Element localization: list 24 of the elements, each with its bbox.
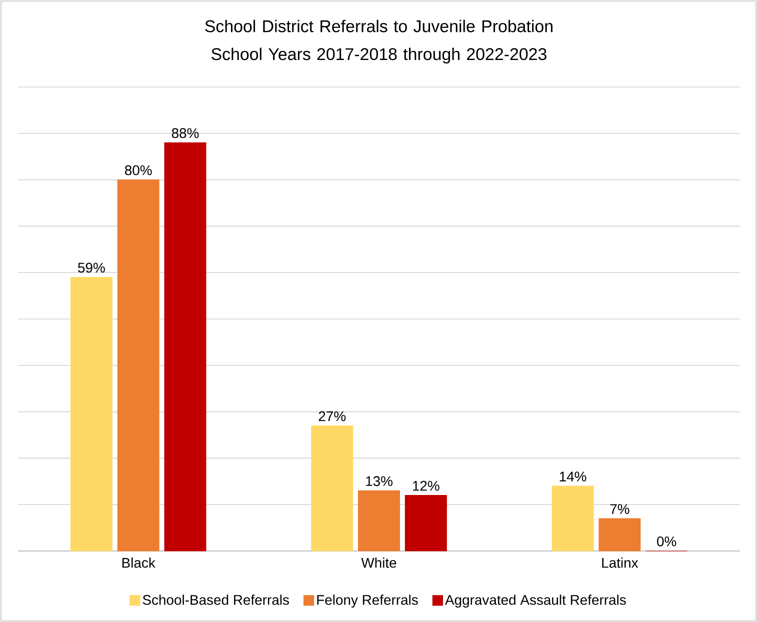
bar [598,518,641,552]
legend-label: Aggravated Assault Referrals [445,594,626,608]
data-label: 59% [78,262,105,273]
data-label: 13% [366,476,392,486]
bar [404,495,447,552]
bar [358,490,400,552]
bar [552,486,594,552]
data-label: 12% [413,480,440,491]
bar [311,425,354,552]
data-label: 14% [560,472,586,482]
data-label: 27% [318,411,346,422]
chart-title: School District Referrals to Juvenile Probation School Years 2017-2018 through 2022-2023 [205,20,552,64]
bar [117,179,160,552]
data-label: 80% [124,165,152,176]
bar [164,142,206,552]
data-label: 88% [172,128,199,138]
x-tick-label: Latinx [602,558,638,568]
data-label: 7% [610,504,630,514]
bar [70,276,112,552]
x-tick-label: Black [122,558,156,568]
legend-label: Felony Referrals [317,594,418,608]
data-label: 0% [657,536,676,546]
legend-label: School-Based Referrals [142,594,289,605]
x-tick-label: White [361,558,396,568]
